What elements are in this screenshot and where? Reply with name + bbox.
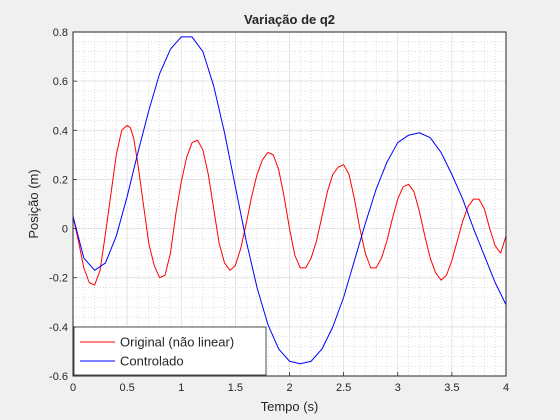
- y-tick-label: -0.2: [49, 273, 68, 285]
- y-tick-label: 0.4: [53, 125, 68, 137]
- x-tick-label: 0: [70, 382, 76, 394]
- y-tick-label: -0.4: [49, 322, 68, 334]
- x-tick-label: 3.5: [444, 382, 459, 394]
- x-tick-label: 4: [503, 382, 509, 394]
- y-tick-label: 0.2: [53, 174, 68, 186]
- x-tick-label: 1.5: [228, 382, 243, 394]
- series-line-1: [72, 36, 507, 365]
- series-line-0: [72, 124, 507, 286]
- y-tick-label: 0.8: [53, 27, 68, 39]
- x-tick-label: 0.5: [119, 382, 134, 394]
- x-tick-label: 1: [178, 382, 184, 394]
- legend-label-original: Original (não linear): [120, 335, 234, 350]
- legend-label-controlado: Controlado: [120, 354, 184, 369]
- chart-title: Variação de q2: [244, 12, 335, 27]
- x-axis-label: Tempo (s): [261, 399, 319, 414]
- y-tick-label: -0.6: [49, 371, 68, 383]
- y-axis-label: Posição (m): [26, 169, 41, 238]
- y-tick-label: 0: [62, 224, 68, 236]
- x-tick-label: 2.5: [336, 382, 351, 394]
- series-layer: [72, 36, 507, 365]
- x-tick-label: 3: [395, 382, 401, 394]
- legend-box: [73, 326, 267, 376]
- legend[interactable]: Original (não linear) Controlado: [73, 326, 267, 376]
- x-tick-label: 2: [286, 382, 292, 394]
- y-tick-label: 0.6: [53, 76, 68, 88]
- ticks-layer: 0 0.5 1 1.5 2 2.5 3 3.5 4 -0.6 -0.4 -0.2 0 0.2 0.4 0.6 0…: [49, 27, 509, 394]
